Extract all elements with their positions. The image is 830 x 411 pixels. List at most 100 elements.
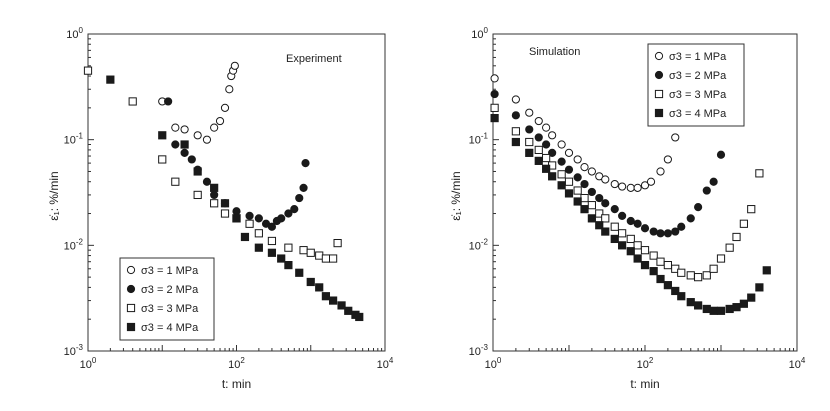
y-tick-label: 10-2 <box>469 237 489 252</box>
data-point <box>267 222 277 231</box>
data-point <box>739 219 748 228</box>
data-point <box>626 247 635 256</box>
x-tick-label: 100 <box>80 356 97 371</box>
data-point <box>580 163 589 172</box>
data-point <box>709 177 718 186</box>
data-point <box>83 66 93 75</box>
data-point <box>671 286 680 296</box>
data-point <box>315 283 324 292</box>
data-point <box>306 248 315 257</box>
data-point <box>618 229 627 238</box>
data-point <box>626 216 635 226</box>
data-point <box>694 301 703 310</box>
data-point <box>193 167 202 176</box>
data-point <box>587 167 596 176</box>
data-point <box>230 61 239 70</box>
data-point <box>564 189 574 198</box>
data-point <box>164 97 173 106</box>
data-point <box>106 75 115 84</box>
data-point <box>716 306 726 315</box>
x-tick-label: 102 <box>228 356 245 371</box>
data-point <box>267 236 277 246</box>
data-point <box>618 241 627 250</box>
data-point <box>329 254 338 263</box>
legend-label: σ3 = 3 MPa <box>669 89 727 101</box>
data-point <box>573 155 582 164</box>
data-point <box>525 148 534 157</box>
data-point <box>180 125 189 134</box>
legend-label: σ3 = 2 MPa <box>141 284 199 296</box>
data-point <box>220 103 230 112</box>
data-point <box>656 274 665 284</box>
y-tick-label: 10-1 <box>469 132 489 147</box>
data-point <box>709 264 718 273</box>
legend-label: σ3 = 1 MPa <box>141 265 199 277</box>
series-3 <box>83 66 342 263</box>
plot-frame <box>492 33 798 352</box>
data-point <box>649 267 658 276</box>
y-axis-title: ε̇₁: %/min <box>47 171 61 220</box>
data-point <box>548 131 557 140</box>
data-point <box>610 234 619 244</box>
data-point <box>633 254 642 263</box>
data-point <box>202 177 212 186</box>
data-point <box>686 298 695 307</box>
data-point <box>277 214 286 223</box>
data-point <box>210 123 219 132</box>
data-point <box>284 243 293 252</box>
data-point <box>511 111 520 120</box>
data-point <box>557 170 566 179</box>
data-point <box>490 103 499 112</box>
data-point <box>245 211 254 220</box>
data-point <box>587 187 596 197</box>
data-point <box>210 199 219 208</box>
data-point <box>580 179 589 189</box>
series-4 <box>490 113 771 315</box>
legend-box <box>647 43 745 127</box>
data-point <box>180 140 189 149</box>
data-point <box>739 299 748 308</box>
data-point <box>702 271 711 280</box>
legend-marker <box>126 265 136 275</box>
data-point <box>557 157 566 166</box>
data-point <box>511 127 520 136</box>
data-point <box>633 219 642 228</box>
data-point <box>511 137 520 147</box>
data-point <box>321 254 331 263</box>
data-point <box>542 153 551 163</box>
x-tick-label: 102 <box>637 356 654 371</box>
data-point <box>557 181 566 190</box>
data-point <box>640 224 650 233</box>
data-point <box>573 197 582 206</box>
data-point <box>333 238 342 248</box>
data-point <box>171 177 180 186</box>
data-point <box>640 261 650 270</box>
y-tick-label: 100 <box>66 26 83 41</box>
series-3 <box>490 103 764 282</box>
series-2 <box>164 97 310 231</box>
data-point <box>525 137 534 147</box>
data-point <box>254 214 263 223</box>
data-point <box>215 116 225 126</box>
y-tick-label: 10-3 <box>64 343 84 358</box>
data-point <box>725 243 734 252</box>
axis-ticks <box>492 33 795 352</box>
legend-label: σ3 = 1 MPa <box>669 51 727 63</box>
data-point <box>315 251 324 260</box>
data-point <box>755 283 764 292</box>
data-point <box>193 190 202 200</box>
data-point <box>610 179 619 189</box>
x-tick-label: 104 <box>789 356 806 371</box>
y-tick-label: 10-3 <box>469 343 489 358</box>
data-point <box>649 227 658 236</box>
data-point <box>677 268 686 277</box>
data-point <box>626 234 635 244</box>
data-point <box>732 232 741 242</box>
data-point <box>220 199 230 208</box>
data-point <box>656 167 665 176</box>
data-point <box>329 296 338 305</box>
data-point <box>618 211 627 220</box>
data-point <box>220 209 230 218</box>
data-point <box>171 123 180 132</box>
